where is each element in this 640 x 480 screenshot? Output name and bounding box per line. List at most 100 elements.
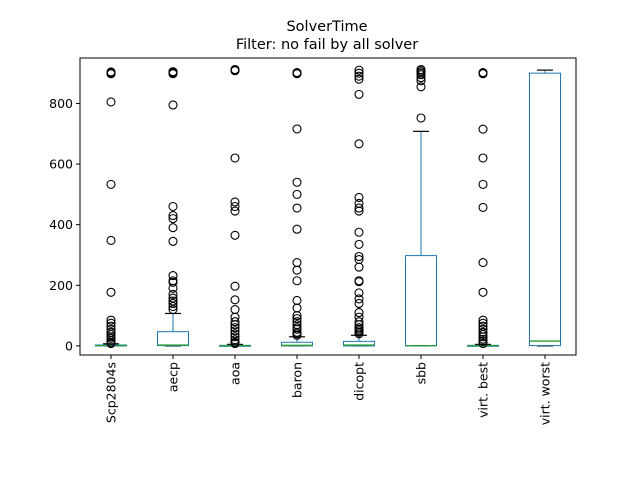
flier-aoa: [230, 197, 240, 207]
box-virt-worst: [529, 72, 561, 347]
flier-dicopt: [354, 251, 364, 262]
box-sbb: [405, 255, 437, 347]
flier-scp2804s: [106, 315, 116, 325]
flier-dicopt: [354, 288, 364, 298]
flier-baron: [292, 276, 302, 286]
x-tick-label: dicopt: [352, 362, 367, 401]
y-tick-label: 0: [65, 338, 73, 353]
flier-dicopt: [354, 262, 364, 272]
flier-scp2804s: [106, 97, 116, 107]
flier-baron: [292, 124, 302, 134]
flier-baron: [292, 265, 302, 275]
flier-dicopt: [354, 227, 364, 237]
x-tick-label: Scp2804s: [104, 362, 119, 423]
flier-virt-best: [478, 315, 488, 325]
flier-scp2804s: [106, 235, 116, 245]
x-tick-label: aoa: [228, 362, 243, 385]
y-tick-label: 600: [49, 157, 73, 172]
x-tick-label: virt. best: [476, 362, 491, 418]
flier-aoa: [230, 335, 240, 345]
flier-aecp: [168, 289, 178, 299]
flier-aoa: [230, 326, 240, 336]
flier-sbb: [416, 113, 426, 123]
flier-baron: [292, 177, 302, 187]
y-tick-label: 200: [49, 278, 73, 293]
flier-scp2804s: [106, 338, 116, 349]
flier-aoa: [230, 230, 240, 240]
flier-virt-best: [478, 329, 488, 339]
flier-sbb: [416, 73, 426, 83]
flier-virt-best: [478, 153, 488, 163]
flier-virt-best: [478, 179, 488, 189]
flier-baron: [292, 314, 302, 324]
flier-virt-best: [478, 258, 488, 268]
flier-scp2804s: [106, 179, 116, 189]
flier-aecp: [168, 236, 178, 246]
flier-scp2804s: [106, 69, 116, 79]
flier-aecp: [168, 69, 178, 79]
flier-aoa: [230, 320, 240, 330]
flier-aoa: [230, 206, 240, 216]
plot-frame: [79, 57, 577, 356]
x-tick-label: sbb: [414, 362, 429, 384]
flier-virt-best: [478, 287, 488, 297]
flier-aoa: [230, 332, 240, 342]
flier-aecp: [168, 223, 178, 233]
chart-title: SolverTime: [286, 19, 367, 35]
flier-dicopt: [354, 206, 364, 216]
flier-virt-best: [478, 318, 488, 328]
flier-dicopt: [354, 65, 364, 75]
flier-baron: [292, 224, 302, 234]
flier-aoa: [230, 323, 240, 333]
flier-aoa: [230, 281, 240, 291]
flier-dicopt: [354, 74, 364, 84]
box-aecp: [157, 331, 189, 347]
flier-aecp: [168, 271, 178, 281]
x-tick-label: aecp: [166, 362, 181, 392]
flier-dicopt: [354, 89, 364, 99]
flier-sbb: [416, 76, 426, 86]
flier-dicopt: [354, 329, 364, 339]
flier-baron: [292, 69, 302, 79]
flier-baron: [292, 189, 302, 199]
flier-aecp: [168, 283, 178, 293]
plot-area: 0 200 400 600 800 Scp2804s aecp aoa baron dicopt s…: [49, 57, 577, 425]
flier-aecp: [168, 211, 178, 221]
flier-aecp: [168, 100, 178, 110]
flier-aecp: [168, 277, 178, 287]
flier-baron: [292, 311, 302, 321]
flier-virt-best: [478, 124, 488, 134]
flier-aoa: [230, 295, 240, 305]
flier-dicopt: [354, 192, 364, 202]
flier-aoa: [230, 153, 240, 163]
flier-dicopt: [354, 203, 364, 213]
chart-subtitle: Filter: no fail by all solver: [236, 37, 418, 53]
flier-baron: [292, 330, 302, 340]
flier-dicopt: [354, 139, 364, 149]
flier-aecp: [168, 298, 178, 309]
flier-dicopt: [354, 71, 364, 81]
flier-aecp: [168, 301, 178, 312]
flier-aecp: [168, 304, 178, 315]
flier-dicopt: [354, 239, 364, 249]
y-tick-label: 400: [49, 217, 73, 232]
flier-dicopt: [354, 277, 364, 287]
flier-dicopt: [354, 308, 364, 318]
x-tick-label: baron: [290, 362, 305, 398]
flier-virt-best: [478, 332, 488, 342]
x-tick-label: virt. worst: [538, 362, 553, 425]
flier-virt-best: [478, 202, 488, 212]
flier-dicopt: [354, 298, 364, 309]
flier-sbb: [416, 82, 426, 92]
flier-baron: [292, 324, 302, 334]
flier-aoa: [230, 304, 240, 315]
flier-baron: [292, 295, 302, 305]
flier-aecp: [168, 214, 178, 224]
flier-virt-best: [478, 338, 488, 349]
flier-aoa: [230, 201, 240, 212]
flier-dicopt: [354, 294, 364, 304]
box-dicopt: [343, 340, 375, 347]
flier-scp2804s: [106, 318, 116, 328]
flier-sbb: [416, 70, 426, 80]
